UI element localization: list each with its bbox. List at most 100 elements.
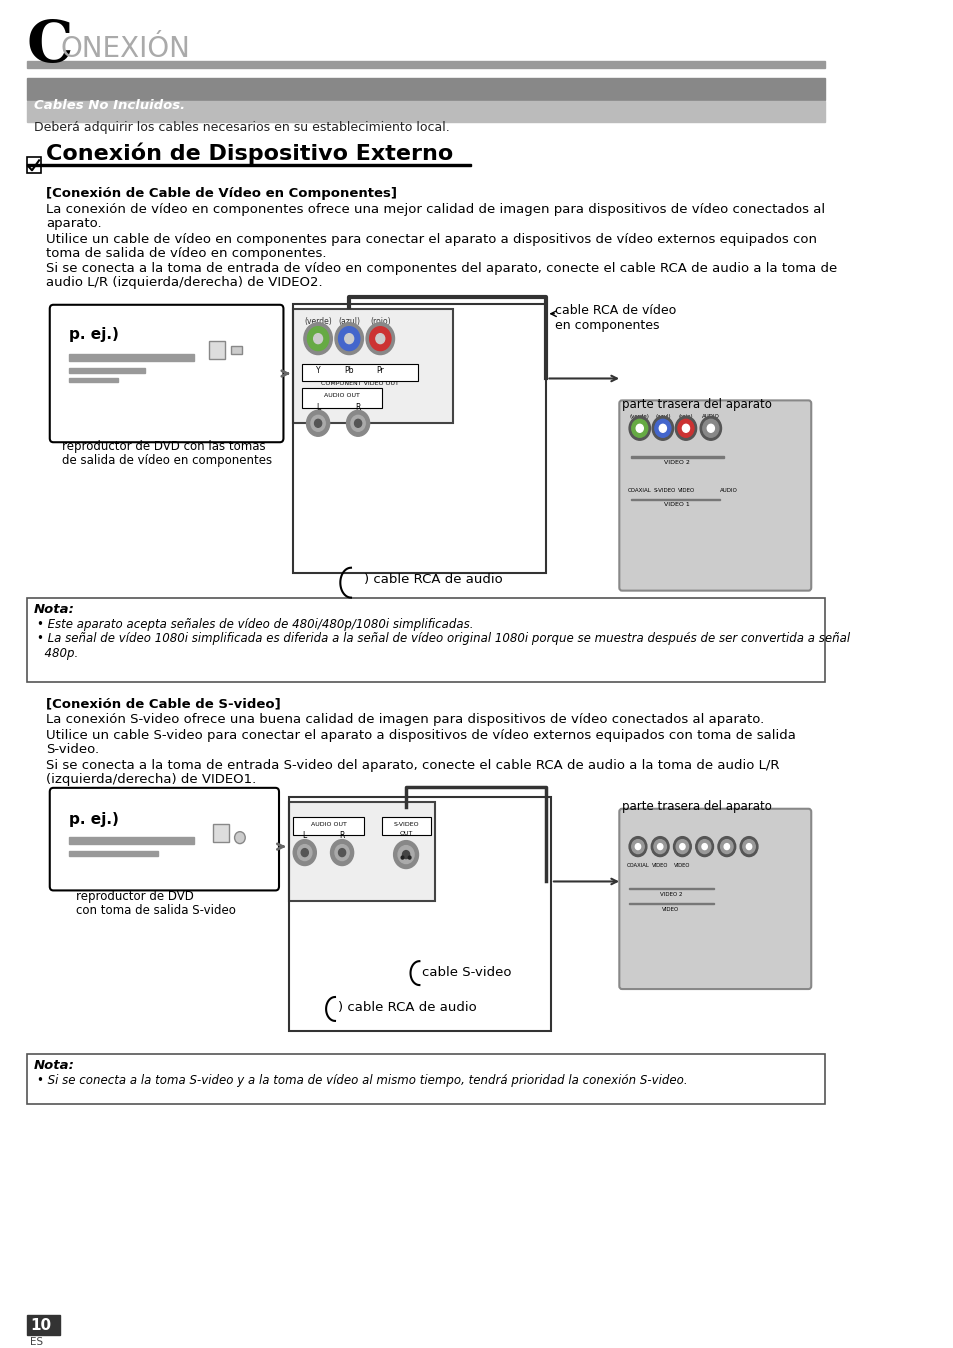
Text: ) cable RCA de audio: ) cable RCA de audio [337,1002,476,1014]
Text: p. ej.): p. ej.) [70,811,119,826]
Bar [27,164,471,166]
Text: Utilice un cable S-video para conectar el aparato a dispositivos de vídeo extern: Utilice un cable S-video para conectar e… [46,729,795,743]
Circle shape [304,322,332,355]
Circle shape [402,851,409,859]
Bar [628,903,713,905]
Bar [302,388,381,408]
Text: Utilice un cable de vídeo en componentes para conectar el aparato a dispositivos: Utilice un cable de vídeo en componentes… [46,233,817,247]
Text: Nota:: Nota: [33,603,74,616]
Text: Si se conecta a la toma de entrada S-video del aparato, conecte el cable RCA de : Si se conecta a la toma de entrada S-vid… [46,759,779,772]
Circle shape [700,417,720,441]
Circle shape [628,417,650,441]
Text: Pr: Pr [376,365,384,375]
Text: S-VIDEO: S-VIDEO [393,822,418,826]
Text: • Si se conecta a la toma S-video y a la toma de vídeo al mismo tiempo, tendrá p: • Si se conecta a la toma S-video y a la… [37,1074,687,1086]
Bar [70,379,118,383]
Circle shape [366,322,395,355]
Circle shape [673,837,691,856]
Text: Y: Y [315,365,320,375]
Text: audio L/R (izquierda/derecha) de VIDEO2.: audio L/R (izquierda/derecha) de VIDEO2. [46,276,322,288]
Text: ES: ES [30,1337,43,1347]
Circle shape [314,334,322,344]
Circle shape [718,837,735,856]
Text: L: L [315,403,320,412]
Bar [70,851,158,856]
Text: OUT: OUT [399,830,413,836]
Circle shape [706,425,714,433]
Circle shape [681,425,689,433]
Text: La conexión S-video ofrece una buena calidad de imagen para dispositivos de víde: La conexión S-video ofrece una buena cal… [46,713,763,727]
Text: cable RCA de vídeo
en componentes: cable RCA de vídeo en componentes [555,303,676,332]
Text: de salida de vídeo en componentes: de salida de vídeo en componentes [62,454,272,468]
Text: reproductor de DVD: reproductor de DVD [75,891,193,903]
Bar [27,1054,823,1104]
Text: ONEXIÓN: ONEXIÓN [60,35,190,63]
Text: (rojo): (rojo) [678,414,693,419]
Text: toma de salida de vídeo en componentes.: toma de salida de vídeo en componentes. [46,247,326,260]
Circle shape [701,844,706,849]
Bar [27,158,41,174]
Bar [27,61,823,67]
Text: 10: 10 [30,1318,51,1333]
Text: (izquierda/derecha) de VIDEO1.: (izquierda/derecha) de VIDEO1. [46,772,256,786]
Text: VIDEO: VIDEO [661,907,679,913]
Text: La conexión de vídeo en componentes ofrece una mejor calidad de imagen para disp: La conexión de vídeo en componentes ofre… [46,204,824,216]
Text: COAXIAL: COAXIAL [627,488,651,493]
Text: [Conexión de Cable de Vídeo en Componentes]: [Conexión de Cable de Vídeo en Component… [46,187,396,201]
Bar [289,797,550,1031]
Circle shape [338,326,359,350]
Circle shape [679,844,684,849]
Text: p. ej.): p. ej.) [70,326,119,341]
Circle shape [654,419,670,437]
Bar [213,824,229,841]
Text: VIDEO: VIDEO [651,863,668,868]
Text: Deberá adquirir los cables necesarios en su establecimiento local.: Deberá adquirir los cables necesarios en… [33,120,449,133]
Circle shape [311,415,325,431]
Bar [293,309,453,423]
Bar [27,1314,60,1335]
Circle shape [401,856,403,859]
Circle shape [675,417,696,441]
Text: VIDEO 2: VIDEO 2 [659,892,681,898]
Text: parte trasera del aparato: parte trasera del aparato [621,799,771,813]
Bar [630,456,723,458]
Text: (azul): (azul) [338,317,360,326]
Circle shape [306,410,330,437]
Bar [231,345,241,353]
Text: COAXIAL: COAXIAL [626,863,649,868]
Circle shape [394,841,418,868]
Bar [209,341,225,359]
Bar [293,303,546,573]
Circle shape [330,840,354,865]
Text: VIDEO 1: VIDEO 1 [663,501,689,507]
Text: cable S-video: cable S-video [421,967,511,979]
Text: S-VIDEO: S-VIDEO [653,488,675,493]
Circle shape [234,832,245,844]
Text: parte trasera del aparato: parte trasera del aparato [621,399,771,411]
Text: (azul): (azul) [655,414,670,419]
Circle shape [344,334,354,344]
Circle shape [631,419,647,437]
Circle shape [628,837,646,856]
Circle shape [654,840,666,853]
Text: AUDIO: AUDIO [701,414,719,419]
Text: VIDEO: VIDEO [678,488,695,493]
Circle shape [723,844,729,849]
Text: • La señal de vídeo 1080i simplificada es diferida a la señal de vídeo original : • La señal de vídeo 1080i simplificada e… [37,632,849,646]
Bar [293,817,364,834]
Circle shape [408,856,411,859]
Circle shape [659,425,666,433]
Circle shape [678,419,693,437]
Bar [302,364,417,381]
Bar [27,597,823,682]
Bar [70,368,145,372]
Text: AUDIO OUT: AUDIO OUT [324,394,359,399]
Circle shape [335,322,363,355]
Circle shape [369,326,391,350]
Text: • Este aparato acepta señales de vídeo de 480i/480p/1080i simplificadas.: • Este aparato acepta señales de vídeo d… [37,617,474,631]
FancyBboxPatch shape [50,787,278,891]
Circle shape [351,415,365,431]
Circle shape [652,417,673,441]
Text: (verde): (verde) [629,414,649,419]
Circle shape [338,849,345,856]
